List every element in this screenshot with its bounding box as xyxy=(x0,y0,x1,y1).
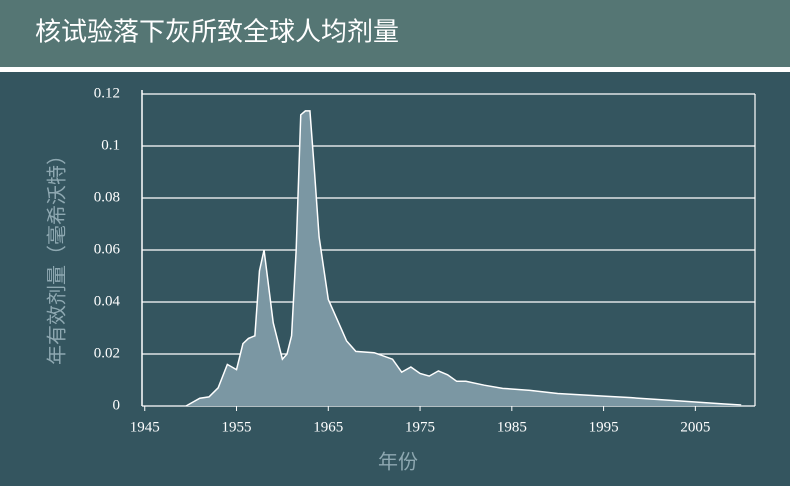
y-tick-label: 0.06 xyxy=(94,241,121,257)
header-stripe xyxy=(0,67,790,72)
x-tick-label: 1945 xyxy=(130,419,160,435)
y-tick-label: 0.04 xyxy=(94,293,121,309)
y-tick-label: 0.12 xyxy=(94,85,120,101)
x-tick-label: 1975 xyxy=(405,419,435,435)
y-tick-label: 0.02 xyxy=(94,345,120,361)
y-axis-label: 年有效剂量（毫希沃特） xyxy=(45,145,69,365)
x-tick-label: 2005 xyxy=(680,419,710,435)
chart-title: 核试验落下灰所致全球人均剂量 xyxy=(35,18,399,48)
area-fill xyxy=(186,110,742,407)
x-axis-label: 年份 xyxy=(378,450,418,474)
x-tick-label: 1995 xyxy=(589,419,619,435)
y-tick-label: 0 xyxy=(113,397,121,413)
y-tick-label: 0.1 xyxy=(101,137,120,153)
area-line xyxy=(185,110,742,407)
header-band xyxy=(0,0,790,67)
x-tick-label: 1965 xyxy=(313,419,343,435)
x-tick-label: 1955 xyxy=(222,419,252,435)
x-tick-label: 1985 xyxy=(497,419,527,435)
y-tick-label: 0.08 xyxy=(94,189,120,205)
